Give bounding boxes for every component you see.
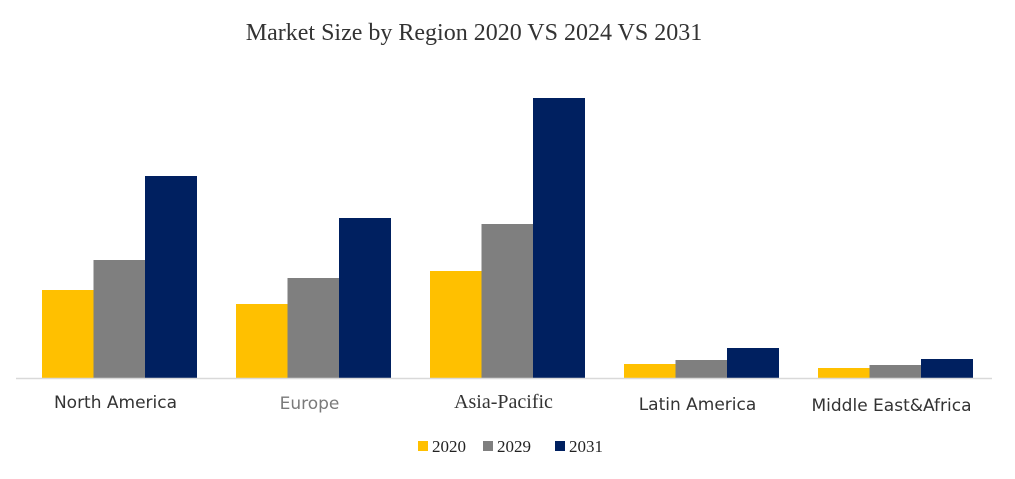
category-label-middle-east-africa: Middle East&Africa xyxy=(812,396,972,416)
bar-europe-2031 xyxy=(339,218,391,378)
chart-title: Market Size by Region 2020 VS 2024 VS 20… xyxy=(246,20,702,46)
bar-middle-east-africa-2029 xyxy=(869,365,922,378)
bar-asia-pacific-2029 xyxy=(481,224,534,378)
legend-swatch-2029 xyxy=(483,441,493,451)
legend-swatch-2031 xyxy=(555,441,565,451)
category-label-latin-america: Latin America xyxy=(639,395,757,415)
category-label-asia-pacific: Asia-Pacific xyxy=(454,391,553,413)
legend: 2020 2029 2031 xyxy=(418,437,603,456)
bar-north-america-2031 xyxy=(145,176,197,378)
bar-asia-pacific-2020 xyxy=(430,271,482,378)
bars-group xyxy=(42,98,973,378)
bar-latin-america-2020 xyxy=(624,364,676,378)
bar-latin-america-2031 xyxy=(727,348,779,378)
category-label-north-america: North America xyxy=(54,393,177,413)
legend-label-2031: 2031 xyxy=(569,437,603,456)
bar-middle-east-africa-2020 xyxy=(818,368,870,378)
category-label-europe: Europe xyxy=(280,394,340,414)
legend-label-2020: 2020 xyxy=(432,437,466,456)
category-labels: North America Europe Asia-Pacific Latin Ame… xyxy=(54,391,972,416)
bar-europe-2020 xyxy=(236,304,288,378)
bar-europe-2029 xyxy=(287,278,340,378)
bar-north-america-2020 xyxy=(42,290,94,378)
legend-label-2029: 2029 xyxy=(497,437,531,456)
bar-north-america-2029 xyxy=(93,260,146,378)
bar-asia-pacific-2031 xyxy=(533,98,585,378)
legend-swatch-2020 xyxy=(418,441,428,451)
bar-middle-east-africa-2031 xyxy=(921,359,973,378)
bar-latin-america-2029 xyxy=(675,360,728,378)
